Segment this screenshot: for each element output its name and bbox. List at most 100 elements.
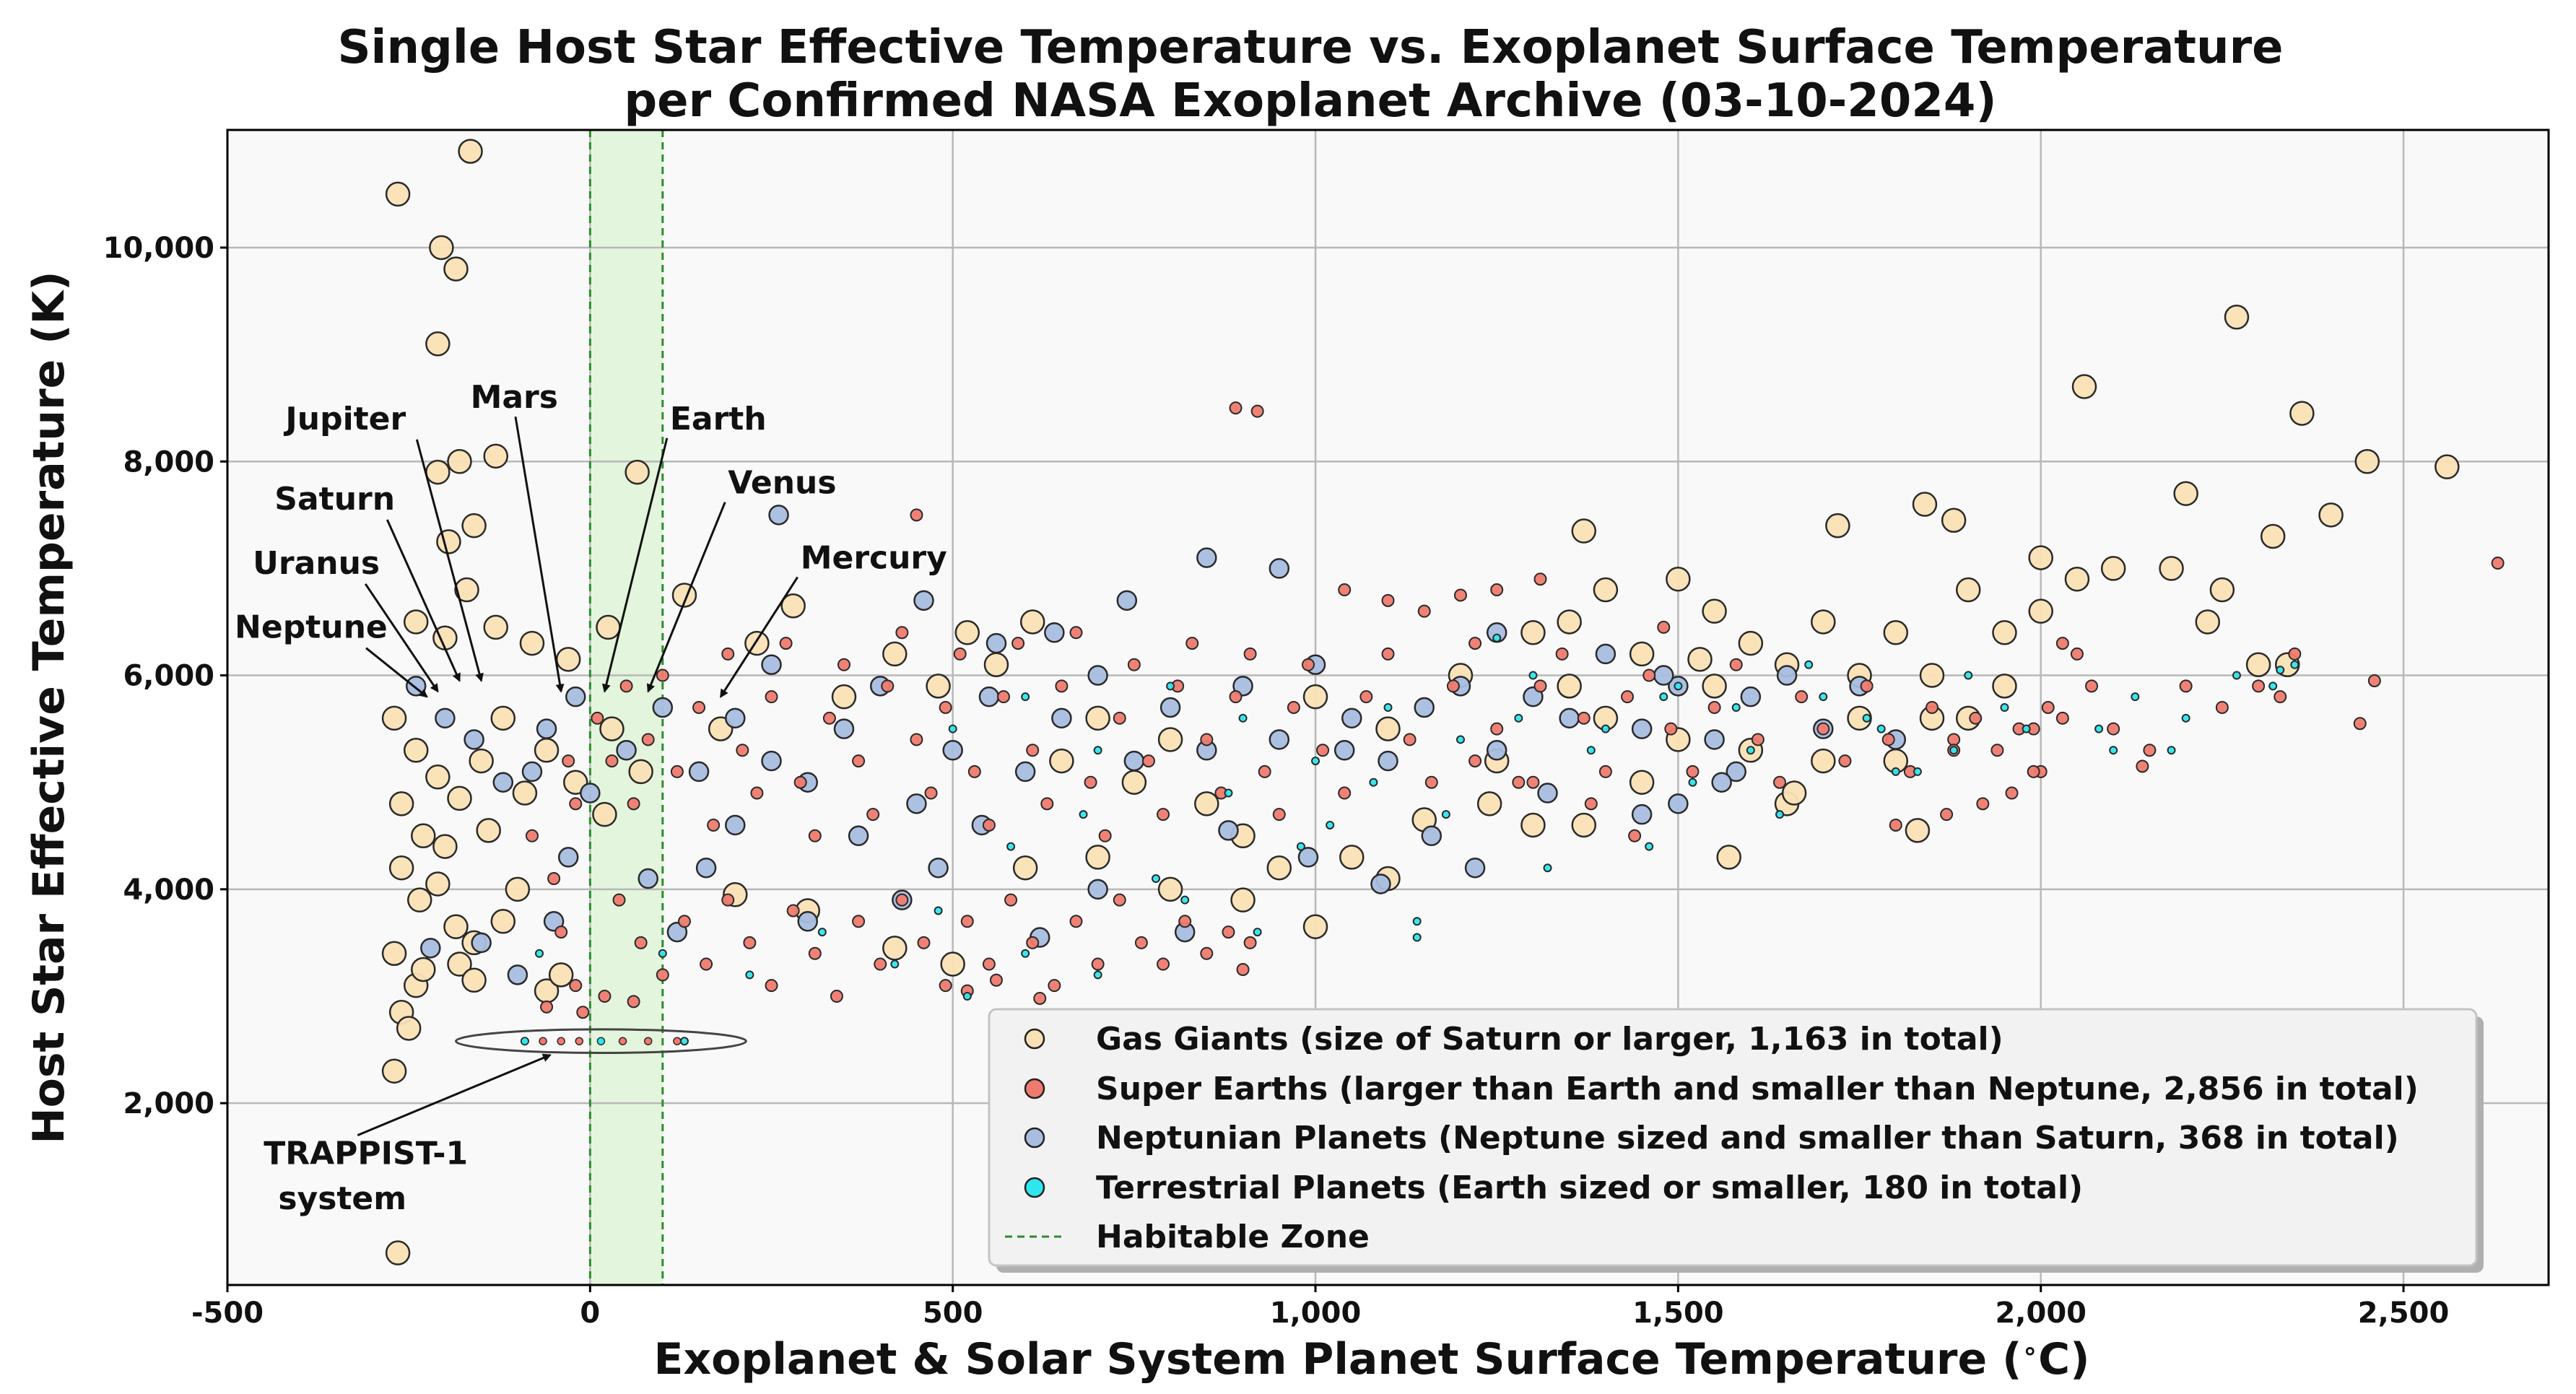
gas-giant-point	[1905, 818, 1931, 843]
gas-giant-point	[425, 459, 451, 485]
gas-giant-point	[1738, 630, 1764, 656]
super-earth-point	[874, 957, 887, 971]
neptunian-planet-point	[464, 729, 484, 750]
trappist-point	[643, 1037, 653, 1045]
super-earth-point	[619, 679, 633, 693]
gas-giant-point	[2028, 598, 2053, 624]
annotation-arrow-uranus	[364, 583, 439, 693]
gas-giant-point	[1992, 674, 2017, 699]
super-earth-point	[612, 893, 626, 907]
terrestrial-planet-point	[1601, 724, 1610, 733]
super-earth-point	[1926, 701, 1939, 714]
super-earth-point	[786, 904, 800, 918]
neptunian-planet-point	[1668, 793, 1689, 814]
gas-giant-point	[425, 764, 451, 790]
legend-marker-neptunian	[1024, 1127, 1045, 1149]
gas-giant-point	[1992, 620, 2017, 645]
neptunian-planet-point	[1370, 874, 1391, 894]
super-earth-point	[627, 995, 640, 1009]
annotation-mercury: Mercury	[801, 539, 947, 576]
gas-giant-point	[1687, 647, 1713, 672]
gas-giant-point	[780, 593, 806, 619]
gas-giant-point	[1476, 791, 1502, 816]
legend-label-habitable-zone: Habitable Zone	[1096, 1219, 1370, 1255]
gas-giant-point	[983, 652, 1009, 677]
super-earth-point	[1069, 626, 1083, 640]
super-earth-point	[910, 508, 923, 522]
super-earth-point	[1127, 658, 1141, 671]
terrestrial-planet-point	[1412, 917, 1422, 926]
habitable-zone-band	[590, 130, 663, 1285]
gas-giant-point	[411, 823, 436, 849]
annotation-saturn: Saturn	[274, 481, 395, 518]
neptunian-planet-point	[1726, 761, 1746, 783]
super-earth-point	[1446, 679, 1460, 693]
terrestrial-planet-point	[1383, 703, 1393, 712]
neptunian-planet-point	[652, 697, 674, 718]
terrestrial-planet-point	[1369, 777, 1378, 787]
annotation-system: system	[278, 1180, 406, 1217]
super-earth-point	[641, 733, 655, 746]
gas-giant-point	[2260, 523, 2286, 549]
neptunian-planet-point	[492, 772, 514, 793]
legend: Gas Giants (size of Saturn or larger, 1,…	[988, 1008, 2484, 1273]
gas-giant-point	[625, 459, 650, 485]
super-earth-point	[1243, 647, 1257, 661]
super-earth-point	[721, 893, 735, 907]
super-earth-point	[1795, 690, 1809, 704]
terrestrial-planet-point	[1238, 713, 1248, 723]
super-earth-point	[837, 658, 850, 671]
super-earth-point	[1141, 754, 1155, 768]
gas-giant-point	[555, 647, 581, 672]
neptunian-planet-point	[1218, 820, 1239, 841]
super-earth-point	[1113, 893, 1126, 907]
gas-giant-point	[1825, 513, 1850, 539]
gas-giant-point	[2289, 401, 2315, 426]
super-earth-point	[1657, 620, 1671, 634]
super-earth-point	[1113, 711, 1126, 725]
gas-giant-point	[388, 855, 414, 881]
super-earth-point	[547, 872, 561, 886]
gas-giant-point	[458, 139, 483, 164]
gas-giant-point	[1266, 855, 1292, 881]
super-earth-point	[540, 1000, 554, 1014]
terrestrial-planet-point	[1543, 863, 1552, 873]
trappist-ellipse	[454, 1028, 747, 1055]
gas-giant-point	[548, 962, 574, 988]
super-earth-point	[1178, 915, 1192, 928]
terrestrial-planet-point	[948, 724, 957, 733]
gas-giant-point	[1557, 674, 1582, 699]
super-earth-point	[569, 979, 583, 993]
super-earth-point	[2136, 759, 2149, 773]
super-earth-point	[2179, 679, 2193, 693]
super-earth-point	[982, 957, 996, 971]
super-earth-point	[2055, 711, 2069, 725]
gas-giant-point	[2195, 609, 2221, 635]
legend-label-super-earths: Super Earths (larger than Earth and smal…	[1096, 1071, 2419, 1107]
gas-giant-point	[1302, 914, 1328, 939]
gas-giant-point	[1912, 492, 1938, 517]
planet-annotations: Jupiter Mars Earth Saturn Venus Uranus Mercury…	[235, 379, 947, 1217]
gas-giant-point	[406, 887, 432, 912]
super-earth-point	[634, 936, 648, 949]
x-axis-title: Exoplanet & Solar System Planet Surface …	[653, 1334, 2089, 1385]
neptunian-planet-point	[1159, 697, 1181, 718]
x-tick-label: 1,500	[1632, 1297, 1724, 1330]
super-earth-point	[917, 936, 931, 949]
gas-giant-point	[1157, 727, 1183, 752]
gas-giant-point	[443, 256, 469, 282]
gas-giant-point	[1157, 876, 1183, 902]
gas-giant-point	[628, 759, 653, 785]
super-earth-point	[1468, 754, 1482, 768]
super-earth-point	[692, 701, 706, 714]
super-earth-point	[1403, 733, 1417, 746]
terrestrial-planet-point	[1412, 933, 1422, 942]
neptunian-planet-point	[1776, 665, 1798, 686]
super-earth-point	[554, 925, 568, 939]
super-earth-point	[677, 915, 691, 928]
gas-giant-point	[599, 716, 625, 741]
terrestrial-planet-point	[1964, 671, 1973, 680]
gas-giant-point	[2318, 502, 2344, 528]
super-earth-point	[1816, 722, 1830, 736]
gas-giant-point	[2100, 556, 2126, 581]
